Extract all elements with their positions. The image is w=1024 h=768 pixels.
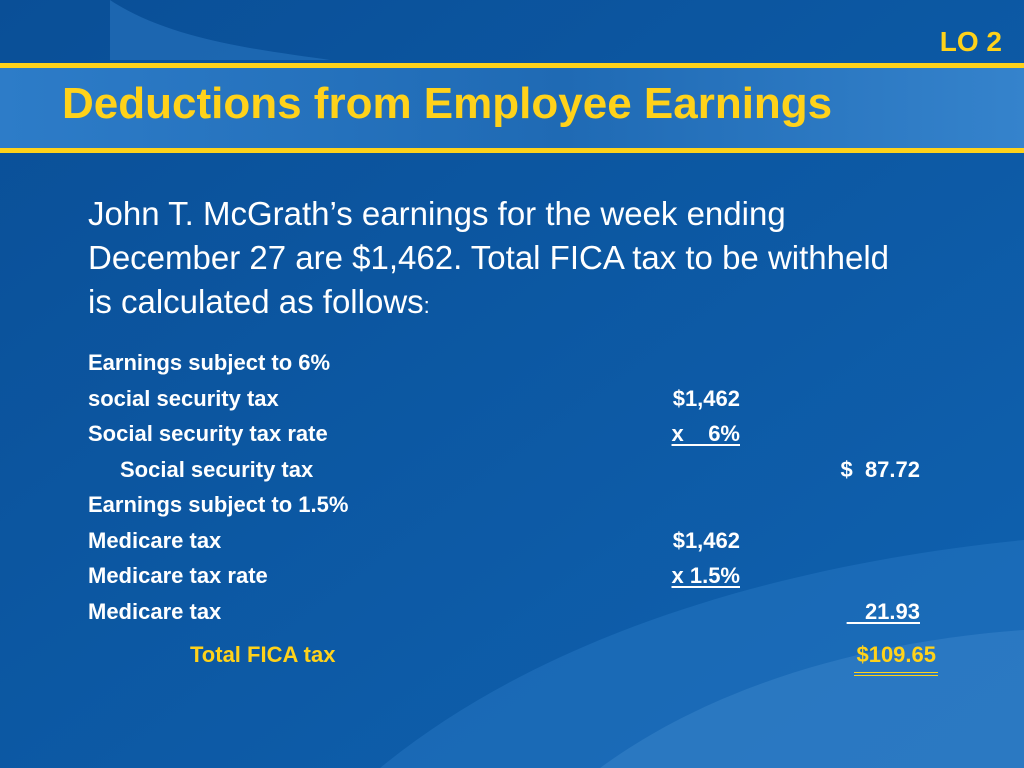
row-label: Social security tax rate <box>88 421 328 446</box>
row-amount: $1,462 <box>672 385 740 411</box>
total-value: $109.65 <box>854 642 938 676</box>
row-label: Medicare tax <box>88 527 222 553</box>
title-band <box>0 63 1024 153</box>
calc-row: Earnings subject to 6% <box>88 350 988 386</box>
intro-line: is calculated as follows: <box>88 280 1024 328</box>
fica-calculation-table: Earnings subject to 6% social security t… <box>88 350 988 634</box>
intro-paragraph: John T. McGrath’s earnings for the week … <box>88 192 1024 328</box>
row-result: $ 87.72 <box>840 456 920 482</box>
total-fica-row: Total FICA tax $109.65 <box>190 642 950 678</box>
row-label: social security tax <box>88 385 279 411</box>
row-label: Medicare tax <box>88 598 222 624</box>
calc-row: social security tax $1,462 <box>88 386 988 422</box>
calc-row: Medicare tax $1,462 <box>88 528 988 564</box>
row-amount: x 1.5% <box>671 563 741 588</box>
calc-row: Earnings subject to 1.5% <box>88 492 988 528</box>
intro-line: John T. McGrath’s earnings for the week … <box>88 195 786 232</box>
row-label: Medicare tax rate <box>88 563 268 588</box>
calc-row: Medicare tax 21.93 <box>88 599 988 635</box>
row-amount: $1,462 <box>672 527 740 553</box>
row-label: Social security tax <box>120 456 314 482</box>
row-label: Earnings subject to 1.5% <box>88 492 349 517</box>
row-amount: x 6% <box>671 421 740 446</box>
row-label: Earnings subject to 6% <box>88 350 331 375</box>
calc-row: Social security tax $ 87.72 <box>88 457 988 493</box>
calc-row: Social security tax rate x 6% <box>88 421 988 457</box>
total-label: Total FICA tax <box>190 642 336 667</box>
intro-line-text: is calculated as follows <box>88 283 424 320</box>
intro-line: December 27 are $1,462. Total FICA tax t… <box>88 239 890 276</box>
intro-colon: : <box>423 293 430 318</box>
row-result: 21.93 <box>846 598 920 624</box>
slide-title: Deductions from Employee Earnings <box>62 79 833 128</box>
learning-objective-tag: LO 2 <box>939 26 1002 57</box>
calc-row: Medicare tax rate x 1.5% <box>88 563 988 599</box>
